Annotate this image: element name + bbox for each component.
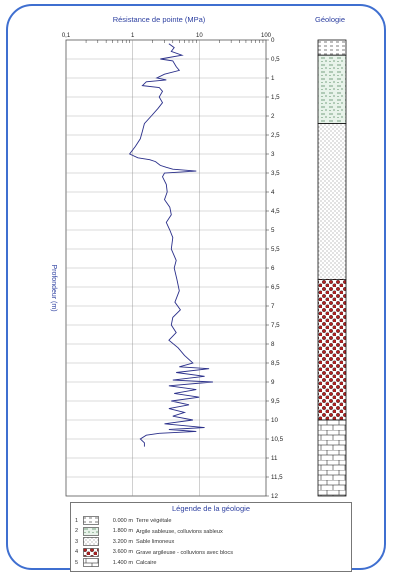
legend-row-number: 4 [75,549,79,556]
geology-title: Géologie [315,15,345,24]
geology-layer-argile [317,54,347,125]
y-tick-label: 9 [271,379,275,386]
legend-row-depth: 3.600 m [112,549,133,556]
y-tick-label: 3,5 [271,170,280,177]
legend-swatch [83,547,99,557]
geology-legend: Légende de la géologie 1 0.000 m Terre vég… [70,502,352,572]
y-tick-label: 11,5 [271,474,283,481]
y-tick-label: 0,5 [271,56,280,63]
y-tick-label: 6,5 [271,284,280,291]
y-tick-label: 0 [271,37,275,44]
legend-swatch [83,516,99,525]
legend-swatch [83,558,99,567]
y-tick-label: 2 [271,113,275,120]
legend-row: 1 0.000 m Terre végétale [75,516,171,526]
y-tick-label: 5 [271,227,275,234]
y-tick-label: 7,5 [271,322,280,329]
y-tick-label: 11 [271,455,278,462]
x-tick-label: 1 [131,33,135,39]
legend-title: Légende de la géologie [172,504,250,513]
x-tick-label: 100 [261,33,272,39]
y-tick-label: 6 [271,265,275,272]
legend-row-number: 5 [75,559,79,566]
geology-layer-sable [317,123,347,280]
legend-row: 3 3.200 m Sable limoneux [75,537,174,547]
x-tick-label: 0,1 [62,33,71,39]
x-tick-labels: 0,1 1 10 100 [62,33,272,39]
geology-layer-calcaire [317,419,347,497]
plot-grid [65,39,267,497]
cpt-resistance-line [128,43,213,447]
y-tick-label: 8,5 [271,360,280,367]
legend-row: 4 3.600 m Grave argileuse - colluvions ave… [75,547,234,558]
y-tick-label: 5,5 [271,246,280,253]
y-tick-label: 4,5 [271,208,280,215]
legend-row-depth: 3.200 m [112,538,133,545]
y-tick-label: 1,5 [271,94,280,101]
legend-row-number: 3 [75,538,79,545]
geology-layer-terre [317,39,347,56]
legend-row-number: 2 [75,528,79,535]
legend-swatch [83,526,99,536]
legend-row-label: Argile sableuse, colluvions sableux [136,528,223,535]
y-tick-label: 10 [271,417,278,424]
y-tick-label: 3 [271,151,275,158]
y-tick-label: 9,5 [271,398,280,405]
legend-row-number: 1 [75,517,79,524]
y-tick-labels: 00,511,522,533,544,555,566,577,588,599,5… [266,37,284,500]
legend-row-depth: 0.000 m [112,517,133,524]
legend-row: 5 1.400 m Calcaire [75,558,157,568]
legend-row-label: Terre végétale [136,517,172,524]
legend-swatch [83,537,99,546]
y-tick-label: 8 [271,341,275,348]
y-tick-label: 12 [271,493,278,500]
y-axis-label: Profondeur (m) [50,264,57,311]
legend-row-label: Grave argileuse - colluvions avec blocs [136,549,234,556]
legend-row: 2 1.800 m Argile sableuse, colluvions sabl… [75,526,223,537]
y-tick-label: 4 [271,189,275,196]
legend-row-label: Calcaire [136,559,157,566]
legend-row-depth: 1.800 m [112,528,133,535]
geology-layer-grave [317,278,347,421]
chart-title: Résistance de pointe (MPa) [113,15,206,24]
x-tick-label: 10 [196,33,203,39]
y-tick-label: 10,5 [271,436,284,443]
y-tick-label: 2,5 [271,132,280,139]
legend-row-depth: 1.400 m [112,559,133,566]
y-tick-label: 7 [271,303,275,310]
y-tick-label: 1 [271,75,275,82]
legend-row-label: Sable limoneux [136,538,175,545]
geology-column [317,39,347,497]
